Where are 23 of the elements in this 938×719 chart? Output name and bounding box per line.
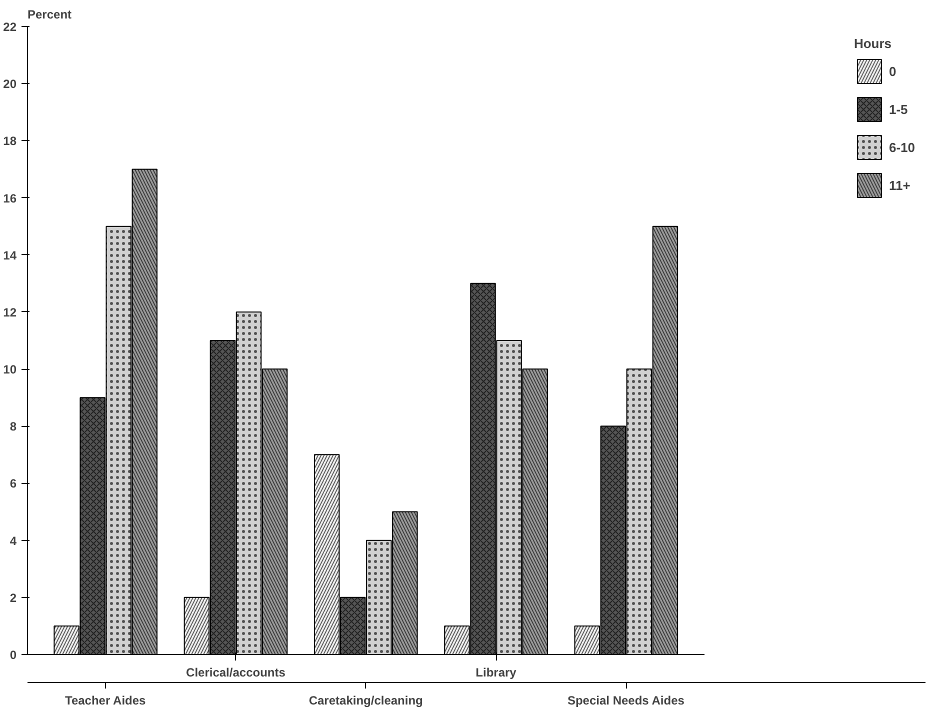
y-tick-label: 20 xyxy=(3,77,17,92)
y-tick-label: 22 xyxy=(3,20,17,34)
y-tick-label: 16 xyxy=(3,191,17,206)
legend-label: 1-5 xyxy=(888,102,909,116)
y-tick-label: 4 xyxy=(10,534,17,548)
legend-label: 11+ xyxy=(888,178,910,192)
y-tick-label: 8 xyxy=(10,420,17,434)
y-axis-title: Percent xyxy=(28,8,72,22)
y-tick-label: 12 xyxy=(3,305,17,320)
y-tick-label: 14 xyxy=(3,248,17,262)
y-tick-label: 0 xyxy=(10,648,17,662)
y-tick-label: 2 xyxy=(10,590,17,605)
x-tick-label: Clerical/accounts xyxy=(186,666,286,680)
legend-label: 6-10 xyxy=(888,140,915,154)
y-tick-label: 6 xyxy=(10,476,17,491)
y-tick-label: 18 xyxy=(3,134,17,148)
y-tick-label: 10 xyxy=(3,362,17,377)
x-tick-label: Teacher Aides xyxy=(65,694,146,708)
legend-label: 0 xyxy=(888,64,898,78)
x-tick-label: Caretaking/cleaning xyxy=(308,694,423,708)
x-tick-label: Special Needs Aides xyxy=(567,694,685,708)
legend-title: Hours xyxy=(854,36,893,51)
x-tick-label: Library xyxy=(476,666,517,680)
